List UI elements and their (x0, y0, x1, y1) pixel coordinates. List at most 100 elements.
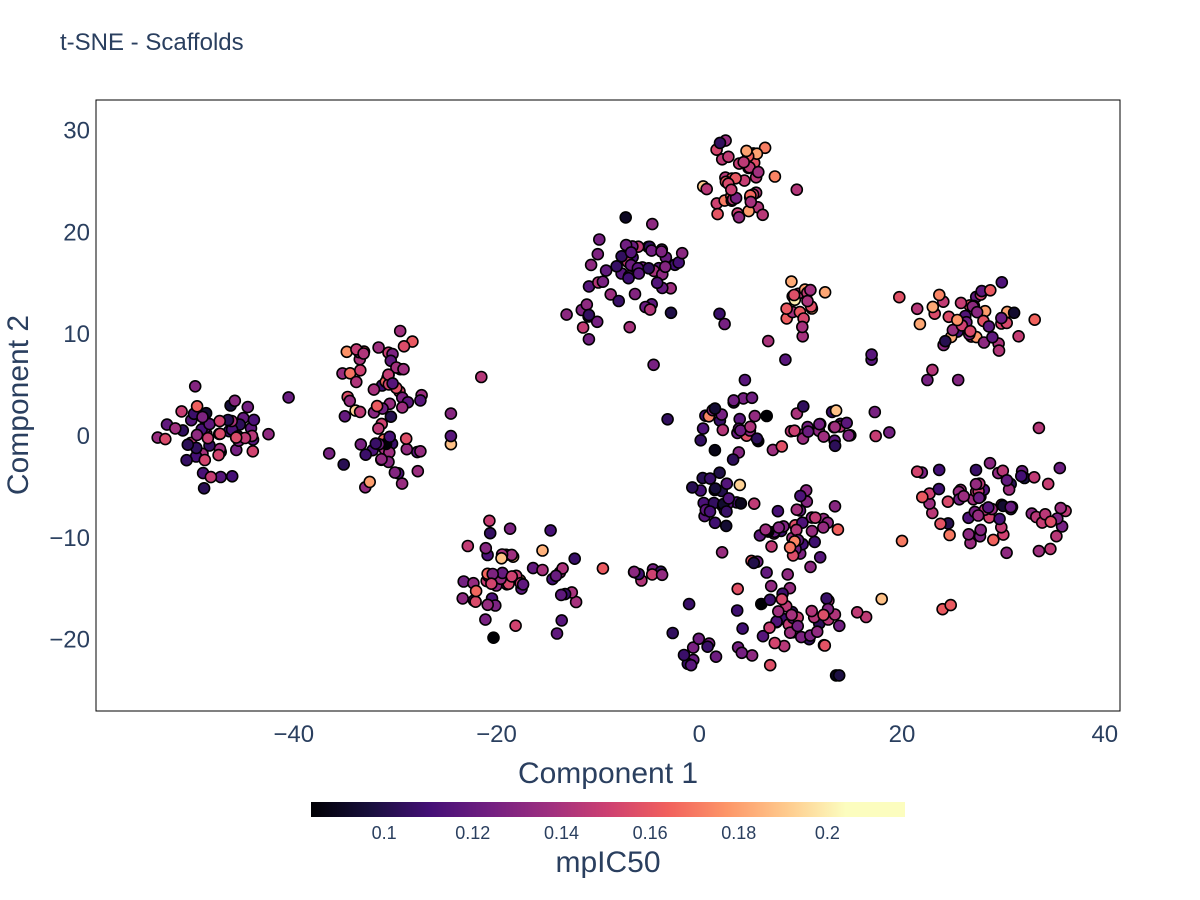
scatter-point (1000, 546, 1013, 560)
colorbar (311, 802, 905, 817)
colorbar-tick-label: 0.16 (633, 823, 668, 843)
scatter-point (213, 414, 226, 428)
scatter-point (444, 407, 458, 420)
scatter-point (395, 401, 409, 414)
scatter-point (696, 422, 710, 435)
scatter-point (375, 452, 388, 466)
scatter-point (188, 379, 202, 393)
scatter-point (582, 332, 596, 346)
scatter-point (372, 341, 385, 354)
scatter-point (709, 650, 723, 664)
scatter-point (787, 288, 801, 302)
scatter-point (703, 472, 717, 485)
scatter-point (591, 247, 605, 261)
scatter-point (576, 321, 590, 334)
scatter-point (337, 458, 351, 471)
scatter-point (722, 492, 736, 505)
scatter-point (228, 394, 242, 408)
scatter-point (359, 448, 373, 462)
scatter-point (190, 428, 204, 442)
scatter-point (505, 570, 519, 583)
y-tick-label: −20 (49, 627, 90, 654)
x-tick-label: 20 (889, 721, 916, 748)
scatter-point (759, 523, 772, 537)
scatter-point (808, 535, 822, 549)
scatter-point (810, 625, 824, 639)
scatter-point (643, 303, 657, 316)
scatter-point (159, 432, 172, 446)
scatter-point (675, 246, 689, 260)
scatter-point (1012, 329, 1025, 343)
scatter-point (181, 438, 195, 452)
scatter-point (720, 505, 733, 518)
scatter-point (788, 424, 801, 438)
scatter-point (485, 577, 498, 591)
scatter-point (343, 394, 357, 408)
scatter-point (938, 334, 952, 348)
scatter-point (628, 287, 642, 301)
scatter-point (974, 523, 988, 537)
scatter-point (716, 423, 730, 437)
y-axis-title: Component 2 (2, 315, 35, 495)
scatter-point (397, 362, 410, 376)
scatter-point (555, 614, 569, 627)
scatter-point (817, 430, 831, 443)
scatter-point (785, 608, 798, 622)
scatter-point (1044, 515, 1058, 529)
y-tick-label: 20 (63, 219, 90, 246)
scatter-point (495, 551, 508, 565)
scatter-point (701, 640, 714, 654)
colorbar-title: mpIC50 (555, 846, 660, 879)
scatter-point (694, 433, 708, 447)
y-tick-label: 0 (77, 423, 90, 450)
scatter-point (772, 521, 786, 534)
scatter-point (747, 497, 761, 511)
scatter-point (393, 324, 407, 338)
scatter-point (932, 288, 946, 302)
scatter-point (444, 429, 458, 443)
scatter-point (386, 377, 399, 390)
y-tick-label: 30 (63, 118, 90, 145)
scatter-point (779, 353, 792, 367)
scatter-point (842, 429, 856, 442)
scatter-point (1050, 529, 1063, 543)
scatter-point (661, 412, 674, 426)
scatter-point (801, 425, 815, 438)
colorbar-tick-label: 0.2 (815, 823, 840, 843)
scatter-point (262, 427, 275, 441)
scatter-point (724, 183, 738, 197)
scatter-point (516, 578, 530, 591)
scatter-point (768, 170, 782, 183)
scatter-point (828, 439, 842, 453)
scatter-point (734, 497, 748, 510)
scatter-point (483, 514, 496, 528)
scatter-point (388, 466, 402, 479)
scatter-point (175, 405, 188, 418)
scatter-point (720, 477, 734, 491)
scatter-point (760, 409, 774, 423)
scatter-point (1004, 500, 1018, 514)
scatter-point (731, 582, 745, 596)
scatter-point (719, 519, 733, 533)
scatter-point (474, 370, 488, 384)
scatter-point (992, 344, 1006, 357)
scatter-point (700, 182, 714, 196)
scatter-point (241, 400, 255, 414)
scatter-point (338, 409, 352, 423)
scatter-point (357, 347, 370, 360)
scatter-point (1000, 473, 1014, 487)
scatter-point (882, 426, 896, 439)
scatter-point (650, 276, 664, 290)
scatter-point (487, 631, 500, 645)
scatter-point (580, 298, 594, 311)
chart-title: t-SNE - Scaffolds (60, 29, 244, 56)
scatter-point (771, 504, 785, 518)
scatter-point (349, 375, 363, 389)
scatter-point (804, 283, 817, 297)
scatter-point (612, 294, 626, 308)
scatter-point (970, 305, 984, 319)
scatter-point (805, 524, 819, 538)
scatter-point (971, 509, 985, 522)
scatter-point (790, 523, 803, 537)
scatter-point (915, 490, 929, 504)
